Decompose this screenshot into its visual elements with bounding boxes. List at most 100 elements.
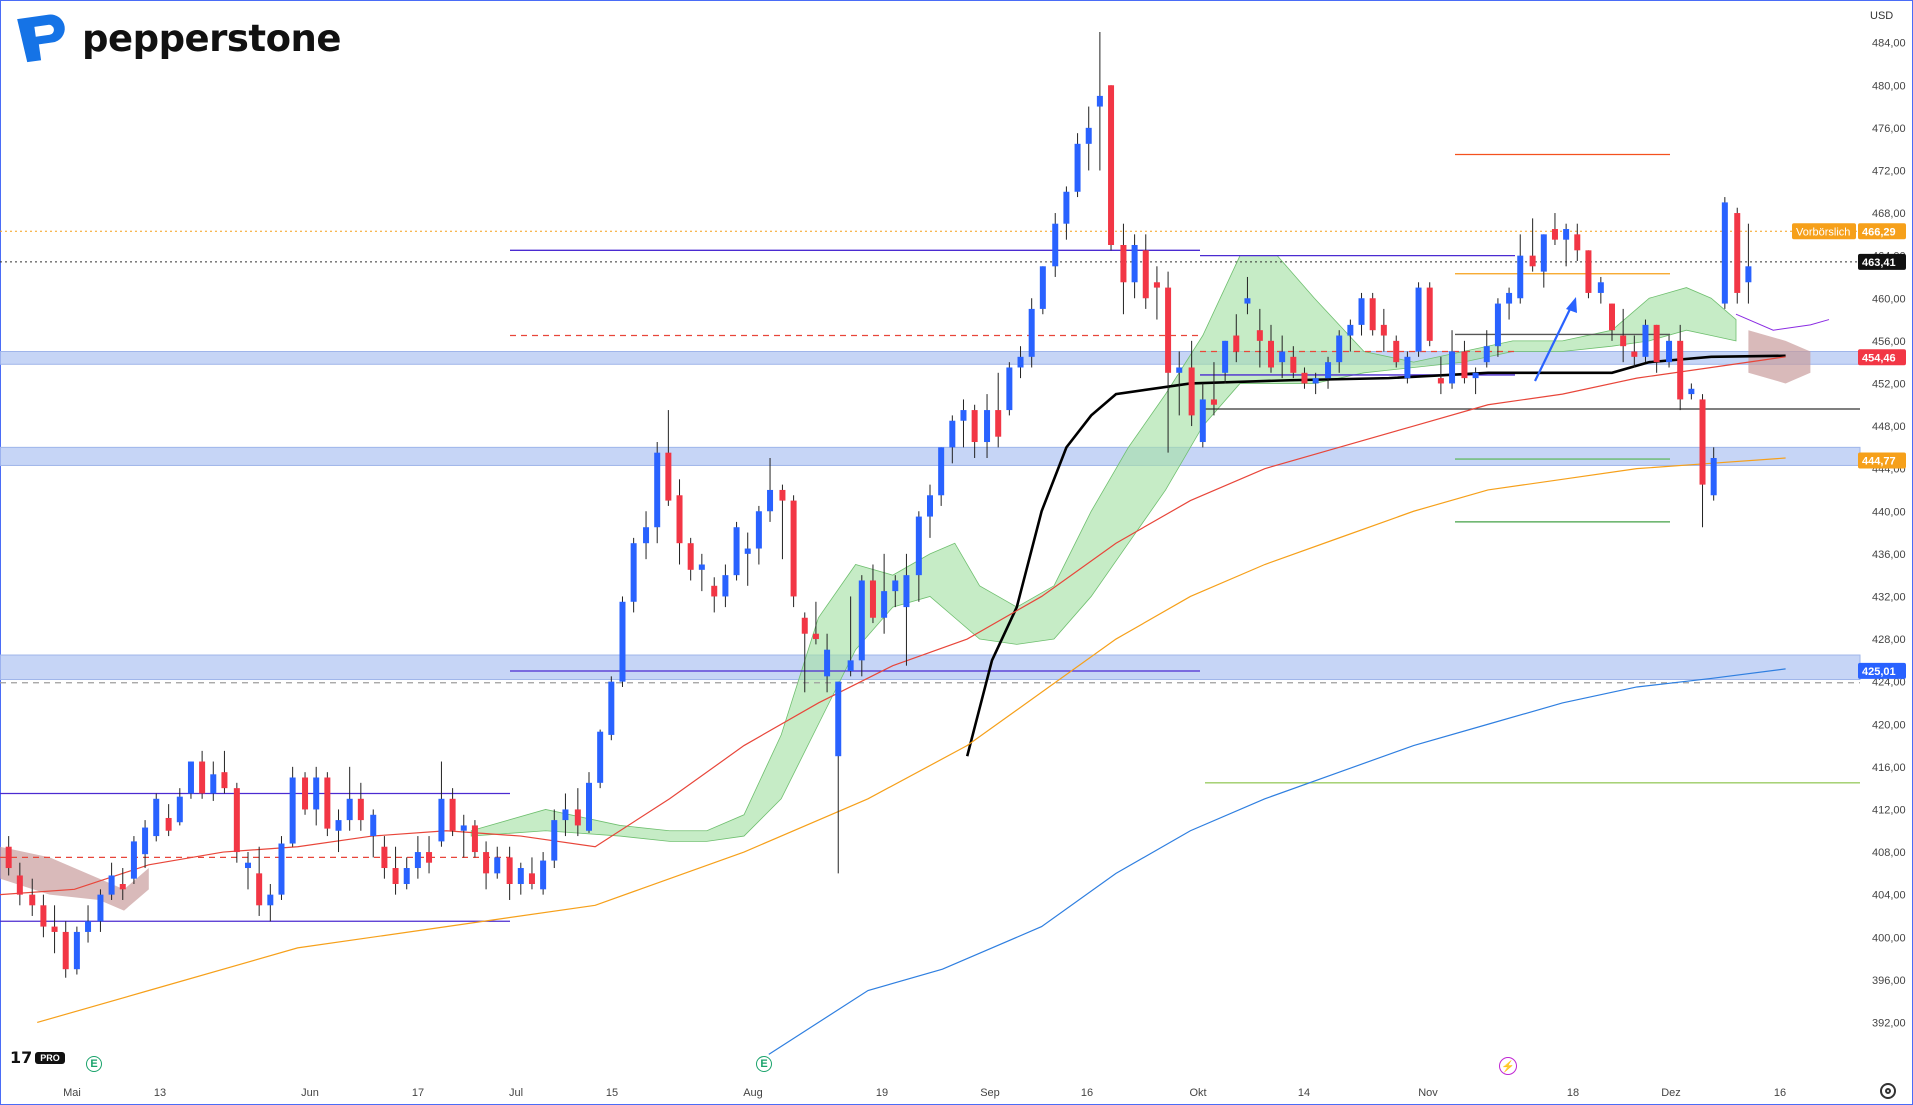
candle-body: [1609, 303, 1615, 331]
premarket-tag: [1792, 223, 1856, 240]
candle-body: [1426, 287, 1433, 341]
tradingview-badge[interactable]: 17 PRO: [10, 1048, 65, 1067]
x-tick-label: 13: [154, 1087, 166, 1099]
brand-logo: pepperstone: [12, 10, 341, 66]
candle-body: [1642, 324, 1649, 357]
candle-body: [1437, 378, 1444, 384]
candle-body: [165, 817, 172, 831]
x-tick-label: Okt: [1189, 1087, 1206, 1099]
candle-body: [665, 452, 672, 501]
candle-body: [698, 564, 705, 570]
candle-body: [1347, 324, 1354, 336]
y-tick-label: 456,00: [1872, 336, 1906, 348]
pro-label: PRO: [35, 1051, 65, 1064]
candle-body: [528, 873, 535, 884]
y-tick-label: 392,00: [1872, 1017, 1906, 1029]
y-tick-label: 424,00: [1872, 677, 1906, 689]
candle-body: [1551, 229, 1558, 240]
candle-body: [1620, 335, 1627, 347]
candle-body: [1096, 95, 1103, 107]
candle-body: [1563, 229, 1570, 240]
x-tick-label: 15: [606, 1087, 618, 1099]
earnings-icon[interactable]: E: [756, 1056, 772, 1072]
candle-body: [1461, 351, 1468, 379]
candle-body: [1677, 340, 1684, 400]
candle-body: [1585, 250, 1592, 293]
candle-body: [1540, 234, 1547, 272]
y-tick-label: 432,00: [1872, 591, 1906, 603]
candle-body: [1666, 340, 1673, 363]
candle-body: [1074, 143, 1081, 192]
candle-body: [574, 809, 581, 826]
candle-body: [619, 601, 626, 682]
y-tick-label: 480,00: [1872, 80, 1906, 92]
candle-body: [687, 543, 694, 570]
candle-body: [1517, 255, 1524, 299]
candle-body: [221, 772, 228, 789]
candle-body: [1472, 372, 1479, 379]
price-tag: [1858, 452, 1906, 469]
candle-body: [1494, 303, 1501, 347]
candle-body: [370, 814, 377, 837]
candle-body: [1415, 287, 1422, 352]
x-tick-label: 14: [1298, 1087, 1310, 1099]
lightning-event-icon[interactable]: ⚡: [1499, 1057, 1517, 1075]
candle-body: [302, 777, 309, 810]
candle-body: [1483, 346, 1490, 363]
candle-body: [335, 820, 342, 831]
y-tick-label: 396,00: [1872, 975, 1906, 987]
moving-average-line: [1735, 313, 1830, 331]
moving-average-line: [37, 457, 1786, 1024]
gear-icon[interactable]: [1880, 1083, 1896, 1099]
candle-body: [1710, 458, 1717, 496]
candle-body: [971, 410, 978, 443]
candle-body: [562, 809, 569, 821]
candle-body: [1142, 250, 1149, 299]
currency-label[interactable]: USD: [1870, 10, 1894, 22]
pepperstone-icon: [17, 14, 65, 63]
candle-body: [733, 527, 740, 576]
candle-body: [1210, 399, 1217, 405]
candle-body: [346, 798, 353, 821]
y-tick-label: 468,00: [1872, 208, 1906, 220]
candle-body: [1233, 335, 1240, 352]
candle-body: [835, 681, 842, 757]
x-tick-label: 17: [412, 1087, 424, 1099]
candle-body: [245, 862, 251, 869]
price-axis: 484,00480,00476,00472,00468,00464,00460,…: [1872, 38, 1906, 1030]
candle-body: [97, 894, 104, 922]
x-tick-label: Dez: [1661, 1087, 1681, 1099]
candle-body: [1369, 298, 1376, 331]
candle-body: [1017, 356, 1024, 368]
candle-body: [1312, 378, 1319, 384]
price-tag: [1858, 662, 1906, 679]
candle-body: [357, 798, 364, 821]
arrowhead-icon: [1566, 297, 1577, 313]
candle-body: [438, 798, 445, 842]
price-tag: [1858, 253, 1906, 270]
x-tick-label: 16: [1081, 1087, 1093, 1099]
candle-body: [1699, 399, 1706, 485]
horizontal-levels: [0, 153, 1860, 922]
candle-body: [1108, 85, 1115, 245]
candle-body: [927, 495, 933, 517]
candle-body: [1028, 308, 1035, 357]
y-tick-label: 408,00: [1872, 847, 1906, 859]
x-tick-label: 19: [876, 1087, 888, 1099]
candle-body: [289, 777, 296, 844]
candle-body: [892, 580, 899, 592]
candle-body: [1039, 266, 1046, 309]
candle-body: [210, 774, 217, 794]
candle-body: [1336, 335, 1343, 363]
x-tick-label: Aug: [743, 1087, 763, 1099]
candle-body: [460, 825, 467, 831]
price-tag-label: 454,46: [1862, 352, 1896, 364]
candle-body: [119, 884, 126, 890]
candle-body: [586, 782, 592, 831]
candle-body: [744, 548, 751, 554]
candle-body: [29, 894, 36, 906]
earnings-icon[interactable]: E: [86, 1056, 102, 1072]
price-tag: [1858, 223, 1906, 240]
candle-body: [153, 798, 160, 837]
